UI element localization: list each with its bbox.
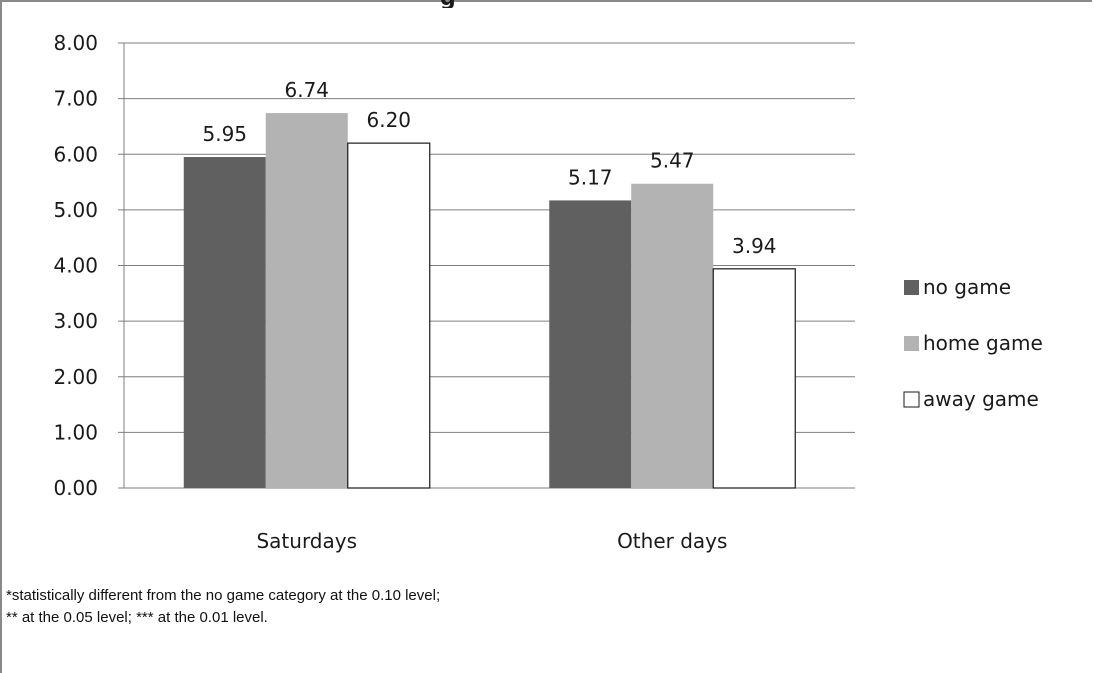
data-label: 5.95 [202,122,247,146]
legend-swatch-no-game [904,280,919,295]
bar-away-game-other-days [712,268,796,489]
bar-away-game-saturdays [347,142,431,489]
footnote-line-2: ** at the 0.05 level; *** at the 0.01 le… [6,609,268,626]
y-tick-label: 6.00 [53,142,98,166]
x-tick-label: Other days [617,529,727,553]
legend-label: away game [923,387,1039,411]
x-tick-label: Saturdays [256,529,357,553]
data-label: 5.17 [568,165,613,189]
y-tick-label: 3.00 [53,309,98,333]
y-tick-label: 7.00 [53,87,98,111]
data-label: 6.20 [366,108,411,132]
y-tick-label: 2.00 [53,365,98,389]
y-tick-label: 1.00 [53,420,98,444]
y-tick-label: 8.00 [53,31,98,55]
data-label: 5.47 [650,149,695,173]
legend-swatch-away-game [903,391,920,408]
y-tick-label: 4.00 [53,254,98,278]
bar-no-game-other-days [549,200,632,488]
footnote: *statistically different from the no gam… [6,585,440,629]
bar-home-game-other-days [631,183,714,488]
bar-no-game-saturdays [183,157,266,488]
legend-label: no game [923,275,1011,299]
bar-home-game-saturdays [265,113,348,489]
legend-swatch-home-game [904,336,919,351]
footnote-line-1: *statistically different from the no gam… [6,587,441,604]
y-tick-label: 5.00 [53,198,98,222]
legend-label: home game [923,331,1043,355]
data-label: 3.94 [732,234,777,258]
cropped-title: g [440,0,640,8]
y-tick-label: 0.00 [53,476,98,500]
data-label: 6.74 [284,78,329,102]
